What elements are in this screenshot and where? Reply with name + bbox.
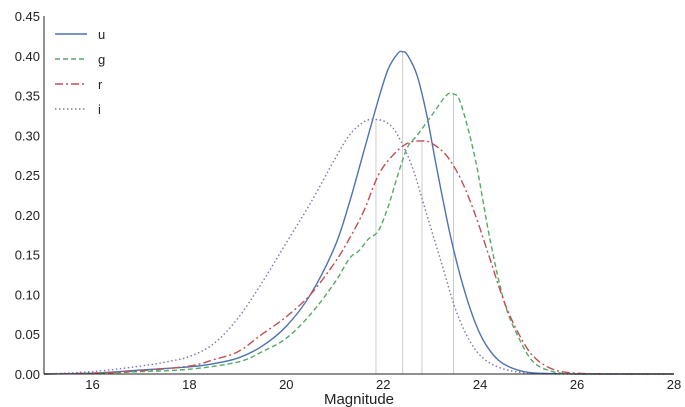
series-line-i — [43, 118, 675, 375]
x-tick-label: 22 — [376, 377, 390, 392]
x-tick-label: 18 — [182, 377, 196, 392]
peak-marker-lines — [375, 51, 454, 374]
x-tick-label: 24 — [473, 377, 487, 392]
y-tick-label: 0.10 — [15, 287, 40, 302]
series-line-r — [43, 140, 675, 375]
x-tick-label: 26 — [570, 377, 584, 392]
y-tick-labels: 0.00 0.05 0.10 0.15 0.20 0.25 0.30 0.35 0.40 0.45 — [15, 9, 40, 382]
x-tick-label: 28 — [667, 377, 681, 392]
x-axis-title: Magnitude — [324, 391, 394, 407]
x-tick-label: 16 — [85, 377, 99, 392]
axes — [43, 16, 674, 375]
legend-label-u: u — [98, 27, 105, 42]
legend-label-g: g — [98, 52, 105, 67]
series-line-g — [43, 92, 675, 375]
y-tick-label: 0.40 — [15, 49, 40, 64]
x-tick-labels: 16 18 20 22 24 26 28 — [85, 377, 681, 392]
legend-label-i: i — [98, 102, 101, 117]
y-tick-label: 0.45 — [15, 9, 40, 24]
x-tick-label: 20 — [279, 377, 293, 392]
legend-label-r: r — [98, 77, 103, 92]
y-tick-label: 0.05 — [15, 327, 40, 342]
y-tick-label: 0.00 — [15, 367, 40, 382]
y-tick-label: 0.35 — [15, 89, 40, 104]
series-lines — [43, 50, 675, 375]
y-tick-label: 0.30 — [15, 128, 40, 143]
y-tick-label: 0.25 — [15, 168, 40, 183]
y-tick-label: 0.20 — [15, 208, 40, 223]
series-line-u — [43, 50, 675, 375]
y-tick-label: 0.15 — [15, 248, 40, 263]
